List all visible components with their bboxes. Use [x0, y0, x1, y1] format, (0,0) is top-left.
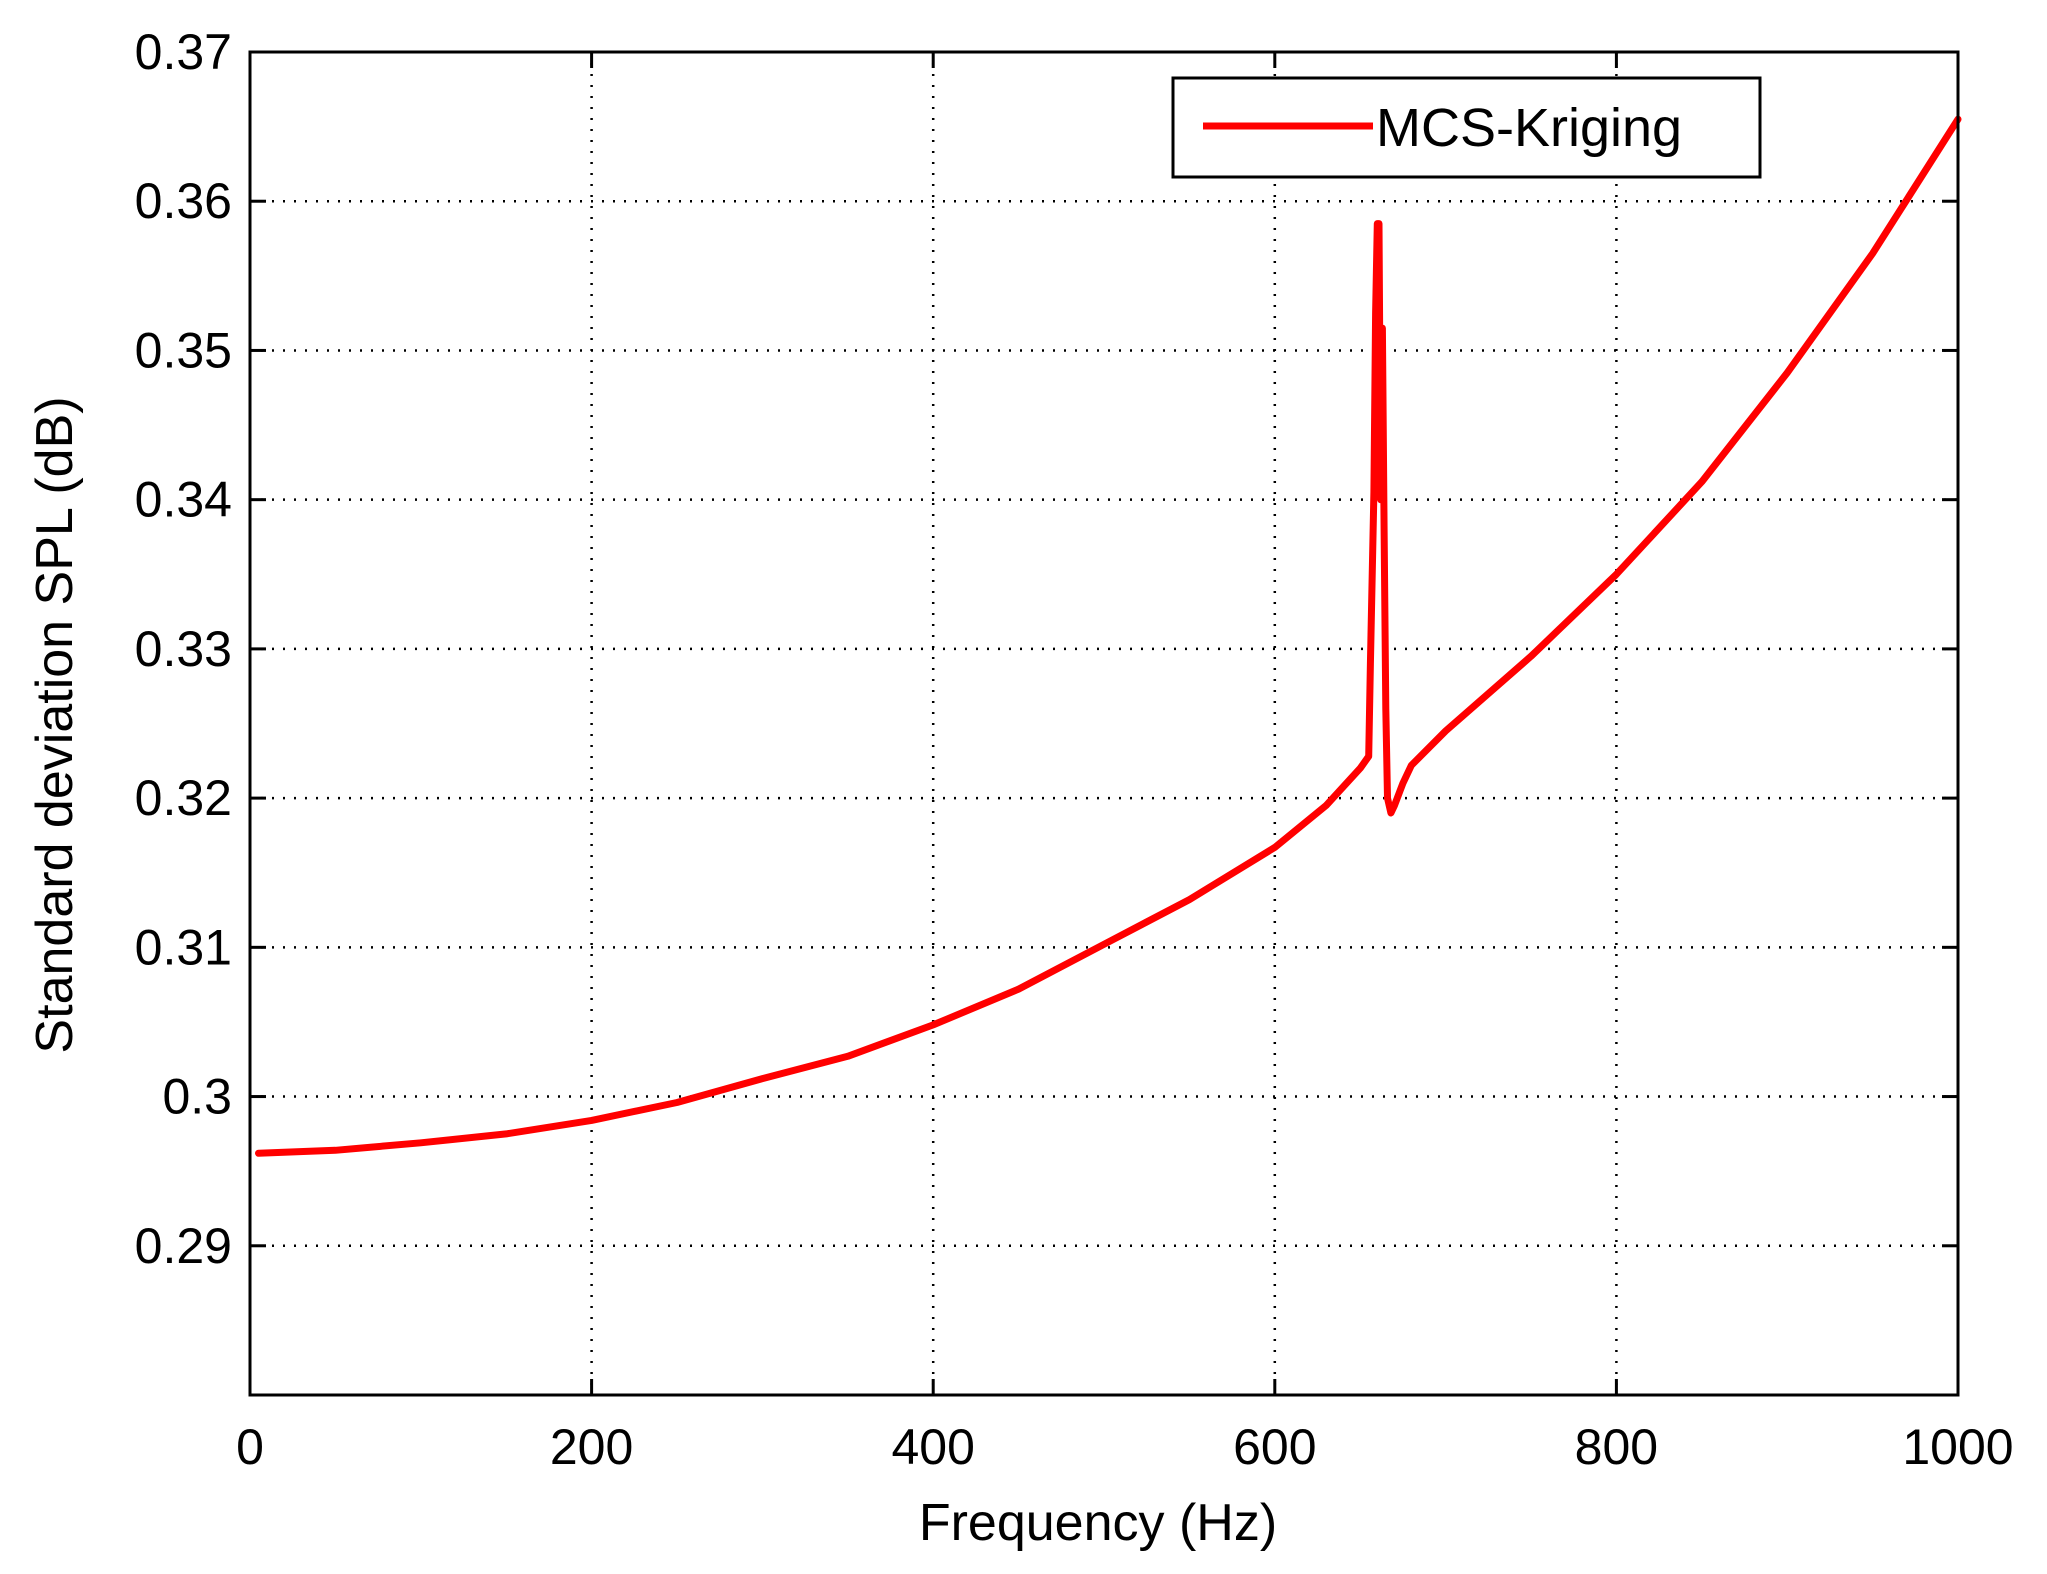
series-line-mcs-kriging — [255, 115, 1962, 1157]
y-tick-labels: 0.29 0.3 0.31 0.32 0.33 0.34 0.35 0.36 0.37 — [135, 24, 232, 1274]
x-axis-title: Frequency (Hz) — [919, 1494, 1277, 1552]
grid — [250, 52, 1958, 1395]
plot-frame — [248, 50, 1960, 1397]
x-tick-label: 200 — [550, 1419, 633, 1475]
y-tick-label: 0.3 — [162, 1069, 232, 1125]
x-tick-label: 1000 — [1902, 1419, 2013, 1475]
y-tick-label: 0.32 — [135, 770, 232, 826]
legend-label: MCS-Kriging — [1376, 98, 1682, 158]
x-tick-labels: 0 200 400 600 800 1000 — [236, 1419, 2014, 1475]
y-tick-label: 0.34 — [135, 472, 232, 528]
x-tick-label: 600 — [1233, 1419, 1316, 1475]
x-tick-label: 0 — [236, 1419, 264, 1475]
plot-area — [250, 52, 1958, 1395]
x-tick-label: 400 — [891, 1419, 974, 1475]
y-axis-title: Standard deviation SPL (dB) — [26, 396, 84, 1053]
x-tick-label: 800 — [1575, 1419, 1658, 1475]
legend: MCS-Kriging — [1171, 76, 1762, 179]
y-tick-label: 0.36 — [135, 173, 232, 229]
y-tick-label: 0.37 — [135, 24, 232, 80]
y-tick-label: 0.31 — [135, 919, 232, 975]
tick-marks — [248, 50, 1960, 1395]
y-tick-label: 0.29 — [135, 1218, 232, 1274]
y-tick-label: 0.35 — [135, 322, 232, 378]
y-tick-label: 0.33 — [135, 621, 232, 677]
series-layer — [255, 115, 1962, 1157]
